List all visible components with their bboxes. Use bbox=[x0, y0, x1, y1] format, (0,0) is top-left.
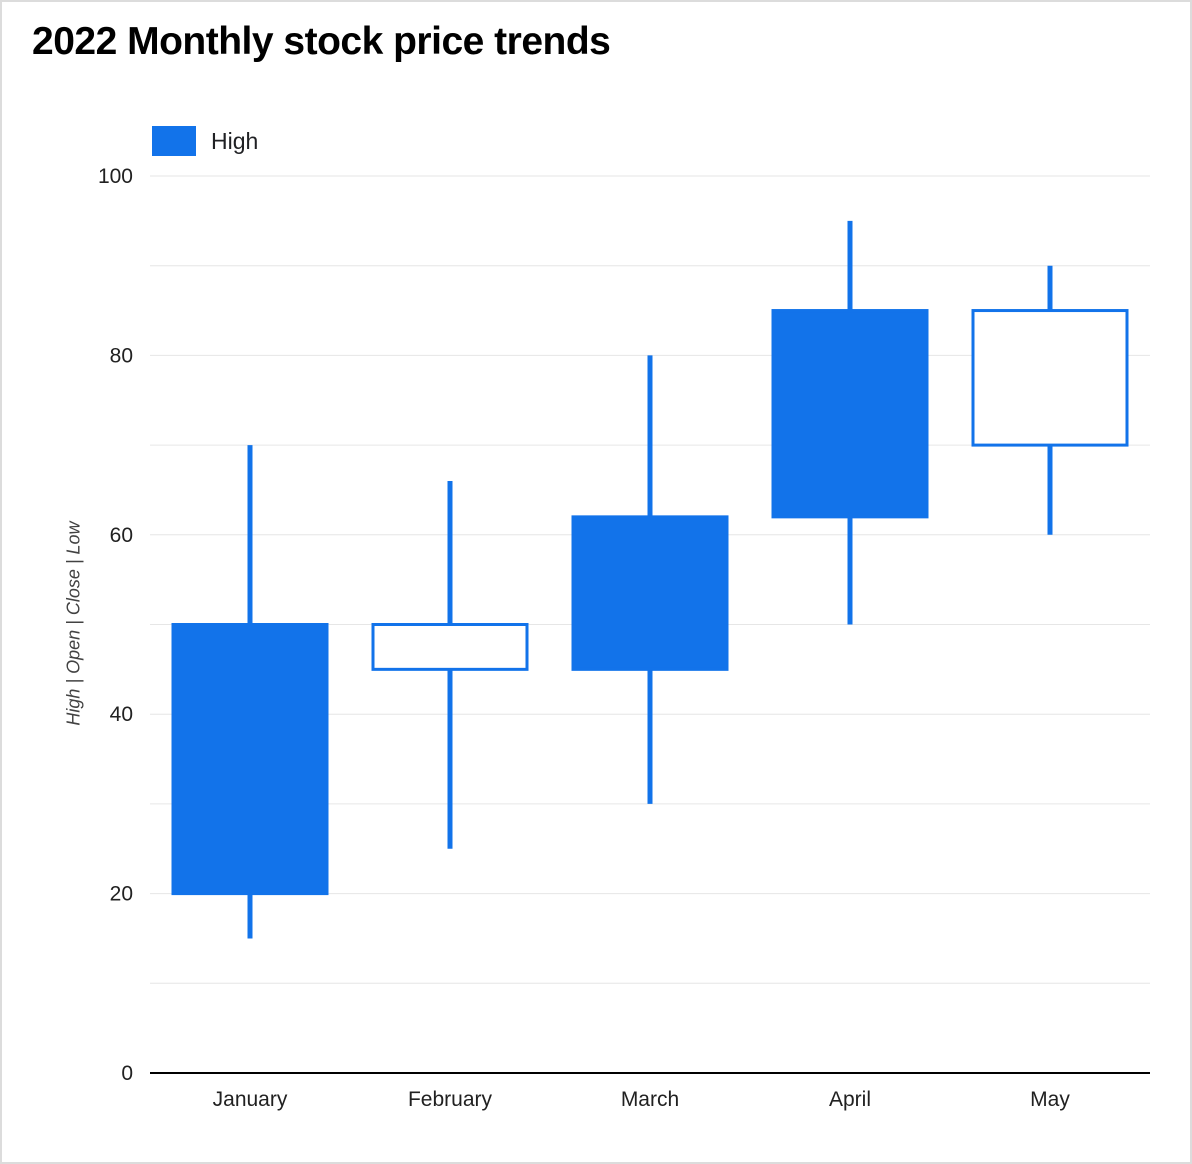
y-tick-label: 40 bbox=[110, 703, 133, 726]
y-tick-label: 20 bbox=[110, 883, 133, 906]
candle-may[interactable] bbox=[971, 265, 1129, 535]
legend-swatch-high bbox=[152, 126, 196, 156]
x-axis-label: March bbox=[621, 1088, 679, 1111]
y-tick-label: 100 bbox=[98, 165, 133, 188]
candle-january[interactable] bbox=[171, 445, 329, 939]
y-tick-label: 0 bbox=[121, 1062, 133, 1085]
x-axis-label: January bbox=[213, 1088, 288, 1111]
candle-body bbox=[371, 623, 529, 671]
candle-april[interactable] bbox=[771, 220, 929, 625]
x-axis-label: May bbox=[1030, 1088, 1070, 1111]
candle-february[interactable] bbox=[371, 480, 529, 849]
chart-title: 2022 Monthly stock price trends bbox=[32, 20, 611, 63]
x-axis-label: February bbox=[408, 1088, 493, 1111]
candle-body bbox=[771, 309, 929, 519]
y-tick-label: 60 bbox=[110, 524, 133, 547]
candle-body bbox=[171, 623, 329, 896]
x-axis-label: April bbox=[829, 1088, 871, 1111]
candle-body bbox=[971, 309, 1129, 447]
legend-label-high: High bbox=[211, 127, 259, 154]
y-tick-label: 80 bbox=[110, 344, 133, 367]
candle-body bbox=[571, 515, 729, 671]
candle-march[interactable] bbox=[571, 355, 729, 804]
legend[interactable]: High bbox=[152, 126, 258, 156]
